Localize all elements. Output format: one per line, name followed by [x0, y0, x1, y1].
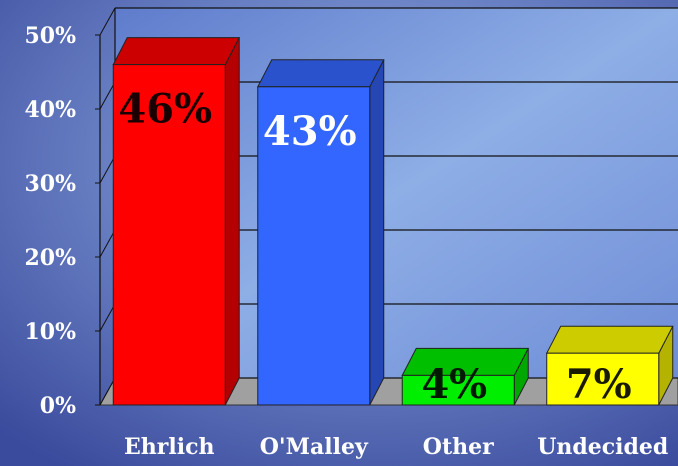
plot: 0% 10% 20% 30% 40% 50% Ehrlich 46% O'Malley 43% Ot…: [24, 7, 678, 460]
bar-top: [256, 59, 385, 88]
bar-side: [369, 59, 385, 406]
y-tick-label: 10%: [24, 319, 76, 345]
y-tick-label: 20%: [24, 245, 76, 271]
value-label: 46%: [118, 86, 212, 133]
grid-diagonal: [99, 229, 116, 258]
x-tick-label: Undecided: [537, 434, 668, 460]
bar-side: [224, 37, 240, 406]
bar-top: [545, 325, 674, 354]
y-tick-label: 30%: [24, 171, 76, 197]
x-tick-label: Ehrlich: [124, 434, 214, 460]
bar: [112, 64, 226, 406]
grid-diagonal: [99, 377, 116, 406]
grid-diagonal: [99, 303, 116, 332]
y-tick-label: 40%: [24, 97, 76, 123]
y-tick-label: 0%: [40, 393, 76, 419]
bar: [546, 352, 660, 406]
value-label: 43%: [263, 108, 357, 155]
y-tick-label: 50%: [24, 23, 76, 49]
x-tick-label: Other: [423, 434, 494, 460]
grid-diagonal: [99, 155, 116, 184]
bar: [257, 86, 371, 406]
bar: [401, 374, 515, 406]
x-tick-label: O'Malley: [260, 434, 369, 460]
bar-top: [112, 37, 241, 66]
grid-diagonal: [99, 7, 116, 36]
value-label: 4%: [421, 361, 487, 408]
grid-diagonal: [99, 81, 116, 110]
value-label: 7%: [566, 361, 632, 408]
